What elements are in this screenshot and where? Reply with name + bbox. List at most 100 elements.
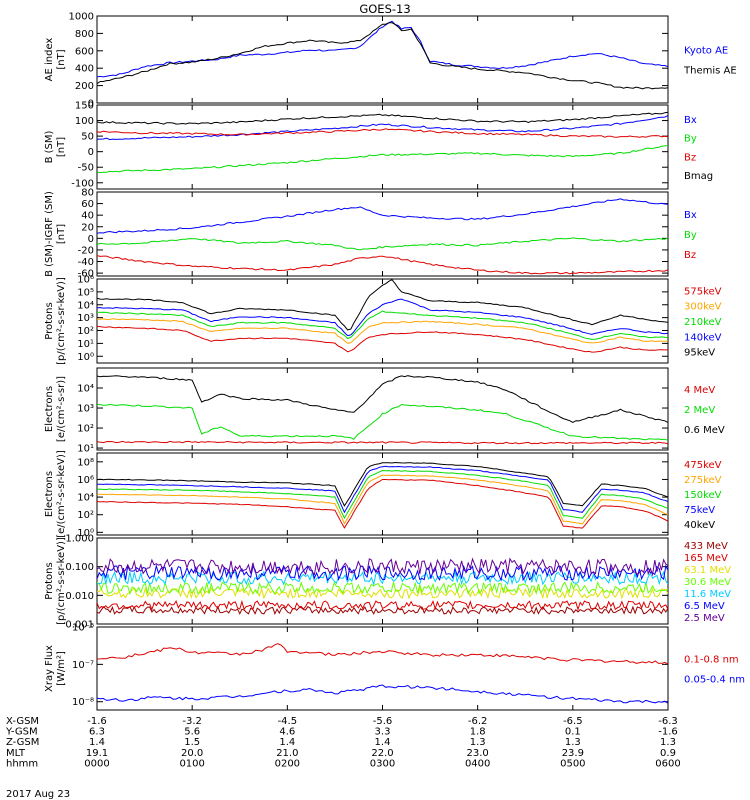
series-line-575kev: [97, 325, 668, 353]
y-tick-label: 400: [75, 64, 94, 75]
series-line-150kev: [97, 469, 668, 520]
footer-row-value: 0400: [465, 758, 490, 769]
series-group: [97, 557, 668, 615]
footer-row-label: MLT: [6, 748, 26, 759]
legend-entry: 2 MeV: [684, 405, 715, 416]
y-tick-label: 10⁸: [77, 457, 94, 468]
footer-row-value: 1.3: [470, 737, 486, 748]
series-group: [97, 461, 668, 529]
series-line-bz: [97, 255, 668, 275]
series-line-0-1-0-8-nm: [97, 643, 668, 665]
legend-entry: 210keV: [684, 317, 722, 328]
y-tick-label: 200: [75, 81, 94, 92]
series-line-75kev: [97, 465, 668, 514]
series-group: [97, 198, 668, 275]
series-line-275kev: [97, 474, 668, 525]
series-line-95kev: [97, 279, 668, 331]
y-axis-label: [e/(cm²-s-sr)]: [56, 376, 67, 442]
y-tick-label: 10⁻⁷: [72, 660, 94, 671]
panel-7: 0.001 0.010 0.100 1.000 Protons [p/(cm²-s-sr-…: [44, 534, 731, 631]
series-line-2-mev: [97, 403, 668, 441]
legend-entry: 575keV: [684, 286, 722, 297]
plot-title: GOES-13: [359, 2, 410, 16]
series-line-475kev: [97, 478, 668, 529]
footer-row-value: -6.2: [468, 716, 488, 727]
series-group: [97, 279, 668, 353]
footer-row-value: 0.1: [565, 727, 581, 738]
y-tick-label: 10¹: [77, 444, 94, 455]
y-axis-label: Xray Flux: [44, 645, 55, 692]
y-tick-label: 20: [81, 222, 94, 233]
footer-row-value: -6.3: [658, 716, 678, 727]
footer-row-value: 6.3: [89, 727, 105, 738]
panel-5: 10¹ 10² 10³ 10⁴ Electrons [e/(cm²-s-sr)] 4 MeV…: [44, 367, 725, 455]
y-tick-label: 800: [75, 29, 94, 40]
y-tick-label: 1.000: [65, 534, 94, 545]
panel-8: 10⁻⁸ 10⁻⁷ 10⁻⁶ Xray Flux [W/m²] 0.1-0.8 nm 0.0…: [44, 623, 745, 711]
y-tick-label: 10⁶: [77, 475, 94, 486]
orbit-footer: X-GSM -1.6 -3.2 -4.5 -5.6 -6.2 -6.5 -6.3 Y-GSM 6.…: [5, 716, 681, 769]
legend-entry: Bx: [684, 210, 697, 221]
series-line-40kev: [97, 461, 668, 507]
series-line-kyoto-ae: [97, 20, 668, 78]
series-line-433-mev: [97, 605, 668, 615]
panel-2: -100 -50 0 50 100 150 B (SM) [nT] Bx By Bz Bmag: [44, 101, 713, 190]
footer-row-value: 1.4: [89, 737, 105, 748]
footer-row-value: 1.3: [565, 737, 581, 748]
y-tick-label: 60: [81, 199, 94, 210]
legend-entry: 6.5 MeV: [684, 601, 725, 612]
y-axis-label: Protons: [44, 302, 55, 339]
y-tick-label: -50: [78, 163, 94, 174]
y-axis-label: [p/(cm²-s-sr-keV)]: [56, 537, 67, 625]
y-axis-label: [p/(cm²-s-sr-keV)]: [56, 277, 67, 365]
legend-entry: 30.6 MeV: [684, 577, 731, 588]
series-line-63-1-mev: [97, 586, 668, 600]
y-axis-label: [nT]: [56, 49, 67, 69]
footer-row-value: 3.3: [375, 727, 391, 738]
legend-entry: 40keV: [684, 520, 715, 531]
series-line-bx: [97, 115, 668, 141]
footer-row-value: 22.0: [371, 748, 393, 759]
footer-row-value: 0.9: [660, 748, 676, 759]
y-tick-label: 0.100: [65, 562, 94, 573]
footer-row-value: 4.6: [279, 727, 295, 738]
y-tick-label: 100: [75, 116, 94, 127]
legend-entry: 0.05-0.4 nm: [684, 675, 745, 686]
y-tick-label: 10⁴: [77, 300, 94, 311]
y-tick-label: 0.001: [65, 620, 94, 631]
series-line-0-05-0-4-nm: [97, 684, 668, 704]
footer-row-label: X-GSM: [6, 716, 39, 727]
legend-entry: 75keV: [684, 505, 715, 516]
y-tick-label: 10²: [77, 424, 94, 435]
legend-entry: 0.6 MeV: [684, 425, 725, 436]
y-tick-label: 10⁻⁸: [72, 697, 94, 708]
series-line-themis-ae: [97, 22, 668, 90]
y-axis-label: Protons: [44, 562, 55, 599]
legend-entry: Bz: [684, 250, 696, 261]
footer-row-value: 19.1: [86, 748, 108, 759]
series-group: [97, 643, 668, 704]
series-line-bmag: [97, 111, 668, 125]
footer-row-value: -5.6: [373, 716, 393, 727]
footer-row-value: 0500: [560, 758, 585, 769]
legend-entry: Bmag: [684, 171, 713, 182]
series-line-2-5-mev: [97, 557, 668, 577]
y-tick-label: 150: [75, 101, 94, 112]
series-line-11-6-mev: [97, 570, 668, 587]
legend-entry: 0.1-0.8 nm: [684, 655, 739, 666]
legend-entry: 150keV: [684, 490, 722, 501]
footer-row-value: -6.5: [563, 716, 583, 727]
y-axis-label: AE index: [44, 38, 55, 82]
y-tick-label: -40: [78, 257, 94, 268]
footer-row-value: -1.6: [87, 716, 107, 727]
footer-row-value: 0300: [370, 758, 395, 769]
series-line-140kev: [97, 298, 668, 337]
y-tick-label: 10⁰: [77, 352, 94, 363]
panel-6: 10⁰ 10² 10⁴ 10⁶ 10⁸ Electrons [e/(cm²-s-sr-keV…: [44, 450, 722, 539]
y-axis-label: [W/m²]: [56, 651, 67, 686]
y-tick-label: -20: [78, 245, 94, 256]
y-tick-label: 0: [88, 234, 94, 245]
y-tick-label: 50: [81, 132, 94, 143]
